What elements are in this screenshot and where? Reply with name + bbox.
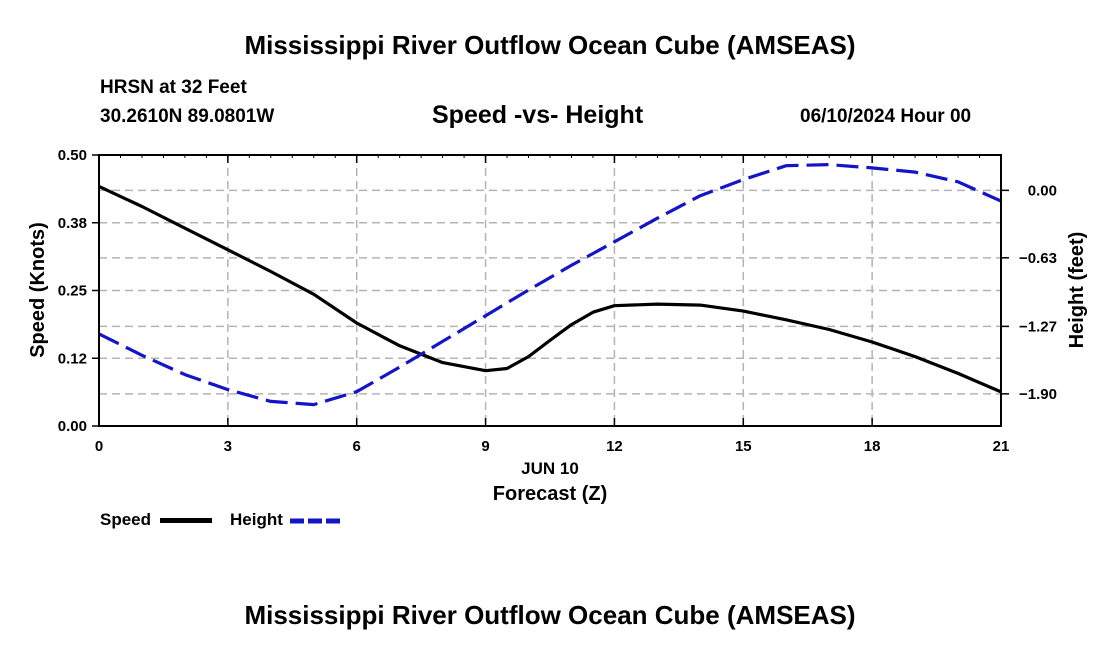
y-axis-label-right: Height (feet) xyxy=(1066,232,1088,349)
footer-title: Mississippi River Outflow Ocean Cube (AM… xyxy=(244,600,856,630)
plot-subtitle: Speed -vs- Height xyxy=(432,101,644,129)
x-axis-date-label: JUN 10 xyxy=(521,459,579,478)
x-tick-label: 0 xyxy=(95,438,103,455)
legend-height-line xyxy=(290,518,344,524)
right-tick-label: 0.00 xyxy=(1028,182,1057,199)
left-tick-label: 0.25 xyxy=(58,283,87,300)
tick-layer: 0 3 6 9 12 15 18 21 0.00 0.12 0.25 0.38 0.50 0.00 −0.6… xyxy=(58,147,1057,455)
chart-title: Mississippi River Outflow Ocean Cube (AM… xyxy=(244,30,856,60)
coordinates-label: 30.2610N 89.0801W xyxy=(100,106,275,127)
forecast-datetime: 06/10/2024 Hour 00 xyxy=(800,106,972,127)
right-tick-label: −1.27 xyxy=(1019,318,1057,335)
station-label: HRSN at 32 Feet xyxy=(100,77,247,98)
x-tick-label: 21 xyxy=(993,438,1010,455)
series-line-speed xyxy=(98,184,1002,394)
left-tick-label: 0.12 xyxy=(58,350,87,367)
x-tick-label: 18 xyxy=(864,438,881,455)
x-tick-label: 6 xyxy=(353,438,361,455)
x-tick-label: 12 xyxy=(606,438,623,455)
x-axis-label: Forecast (Z) xyxy=(493,483,607,505)
x-tick-label: 9 xyxy=(481,438,489,455)
x-tick-label: 3 xyxy=(224,438,232,455)
grid-layer xyxy=(99,155,1001,426)
right-tick-label: −0.63 xyxy=(1019,250,1057,267)
speed-height-chart: 0 3 6 9 12 15 18 21 0.00 0.12 0.25 0.38 0.50 0.00 −0.6… xyxy=(27,147,1088,505)
legend-speed-label: Speed xyxy=(100,510,152,529)
series-layer xyxy=(98,163,1002,407)
series-line-height xyxy=(98,163,1002,407)
left-tick-label: 0.00 xyxy=(58,418,87,435)
x-tick-label: 15 xyxy=(735,438,752,455)
legend-speed-line xyxy=(160,518,212,523)
legend-height-label: Height xyxy=(230,510,283,529)
left-tick-label: 0.38 xyxy=(58,215,87,232)
left-tick-label: 0.50 xyxy=(58,147,87,164)
y-axis-label-left: Speed (Knots) xyxy=(27,222,49,358)
right-tick-label: −1.90 xyxy=(1019,386,1057,403)
